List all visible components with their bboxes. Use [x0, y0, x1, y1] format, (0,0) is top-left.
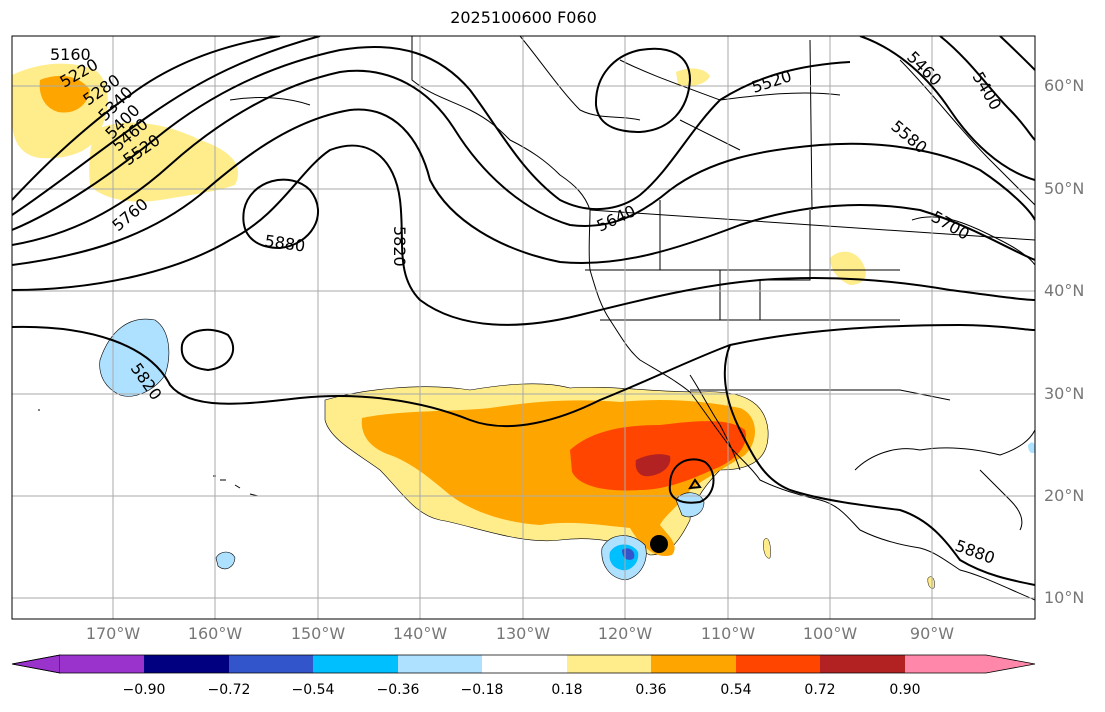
colorbar-segment — [905, 655, 986, 673]
colorbar-segment — [820, 655, 905, 673]
colorbar-tick-label: 0.36 — [635, 682, 667, 698]
warm-anomaly-great-plains-light — [830, 251, 866, 285]
lon-label: 160°W — [187, 624, 243, 643]
map-frame — [11, 35, 1036, 620]
warm-anomaly-eastpac-darkred — [635, 454, 671, 477]
cold-anomaly-gulf — [1028, 442, 1035, 454]
lon-label: 120°W — [597, 624, 653, 643]
colorbar-tick-label: −0.18 — [460, 682, 504, 698]
cold-anomaly-hawaii — [215, 551, 236, 570]
cold-anomaly-nearstorm — [675, 492, 705, 518]
contour-label: 5820 — [390, 226, 409, 267]
colorbar-low-extend — [11, 654, 61, 674]
lat-label: 40°N — [1044, 281, 1085, 300]
lat-label: 20°N — [1044, 486, 1085, 505]
colorbar-tick-label: −0.36 — [376, 682, 420, 698]
colorbar-tick-label: −0.90 — [122, 682, 166, 698]
colorbar-tick-label: 0.90 — [889, 682, 921, 698]
lat-label: 30°N — [1044, 384, 1085, 403]
warm-anomaly-canada-light — [676, 68, 710, 87]
colorbar-segment — [736, 655, 820, 673]
colorbar-outline — [11, 654, 1036, 674]
lon-label: 130°W — [495, 624, 551, 643]
colorbar-segment — [229, 655, 313, 673]
lat-label: 50°N — [1044, 179, 1085, 198]
coastlines — [38, 36, 1035, 601]
colorbar-segment — [567, 655, 651, 673]
height-contours — [12, 36, 1035, 586]
colorbar-segment — [313, 655, 398, 673]
lon-label: 90°W — [909, 624, 955, 643]
contour-label: 5160 — [50, 45, 91, 64]
colorbar-tick-label: 0.18 — [551, 682, 583, 698]
lon-label: 170°W — [85, 624, 141, 643]
colorbar-segment — [482, 655, 567, 673]
colorbar-segment — [60, 655, 144, 673]
figure-title: 2025100600 F060 — [450, 8, 597, 27]
colorbar-segment — [144, 655, 229, 673]
cold-anomaly-subtrop-light — [99, 318, 170, 397]
lon-label: 110°W — [700, 624, 756, 643]
warm-anomaly-centam-1 — [763, 538, 771, 559]
colorbar-tick-label: 0.72 — [804, 682, 836, 698]
warm-anomaly-aleutian-light — [89, 122, 239, 202]
gridlines — [12, 36, 1035, 619]
colorbar-segment — [398, 655, 482, 673]
warm-anomaly-centam-2 — [927, 576, 935, 589]
colorbar — [11, 654, 1036, 674]
lat-label: 60°N — [1044, 76, 1085, 95]
colorbar-high-extend — [986, 655, 1035, 673]
lon-label: 100°W — [802, 624, 858, 643]
shaded-fields — [12, 63, 1035, 589]
lon-label: 150°W — [290, 624, 346, 643]
lon-label: 140°W — [392, 624, 448, 643]
storm-center-marker — [650, 535, 668, 553]
colorbar-segment — [651, 655, 736, 673]
colorbar-tick-label: −0.72 — [207, 682, 251, 698]
colorbar-tick-label: −0.54 — [291, 682, 335, 698]
colorbar-tick-label: 0.54 — [720, 682, 752, 698]
warm-anomaly-nwpac-orange — [39, 75, 90, 113]
lat-label: 10°N — [1044, 588, 1085, 607]
